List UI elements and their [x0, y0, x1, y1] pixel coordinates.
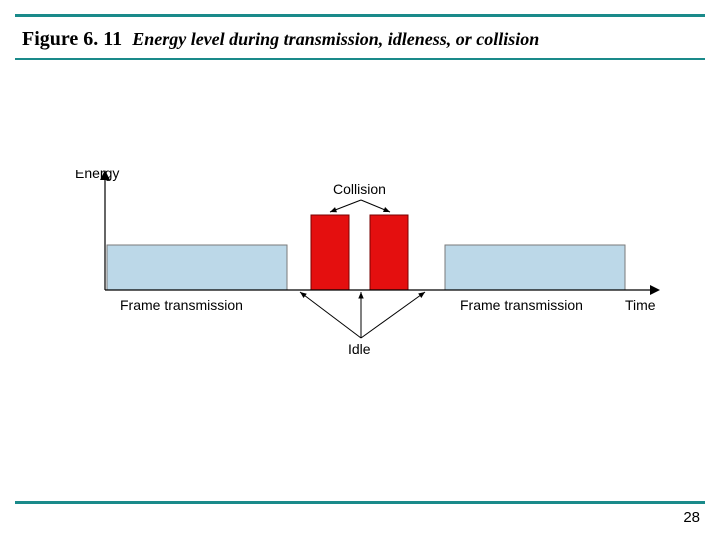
- frame-bar: [445, 245, 625, 290]
- idle-pointer-head: [418, 292, 425, 298]
- collision-label: Collision: [333, 181, 386, 197]
- frame-label-right: Frame transmission: [460, 297, 583, 313]
- diagram-svg: Energy Time Collision Frame transmission Fra…: [65, 170, 665, 370]
- idle-pointer: [361, 292, 425, 338]
- title-underline: [15, 58, 705, 60]
- collision-pointer-head: [383, 207, 390, 212]
- figure-label: Figure 6. 11: [22, 28, 122, 51]
- page-number: 28: [683, 509, 700, 526]
- idle-pointer: [300, 292, 361, 338]
- figure-title: Figure 6. 11 Energy level during transmi…: [22, 28, 539, 51]
- frame-label-left: Frame transmission: [120, 297, 243, 313]
- energy-diagram: Energy Time Collision Frame transmission Fra…: [65, 170, 665, 370]
- bottom-rule: [15, 501, 705, 504]
- frame-bar: [107, 245, 287, 290]
- top-rule: [15, 14, 705, 17]
- x-axis-label: Time: [625, 297, 656, 313]
- idle-label: Idle: [348, 341, 371, 357]
- collision-bar: [311, 215, 349, 290]
- collision-bar: [370, 215, 408, 290]
- figure-caption: Energy level during transmission, idlene…: [132, 29, 539, 50]
- collision-pointer-head: [330, 207, 337, 212]
- idle-pointer-head: [358, 292, 363, 298]
- x-axis-arrow: [650, 285, 660, 295]
- idle-pointer-head: [300, 292, 307, 298]
- y-axis-label: Energy: [75, 170, 119, 181]
